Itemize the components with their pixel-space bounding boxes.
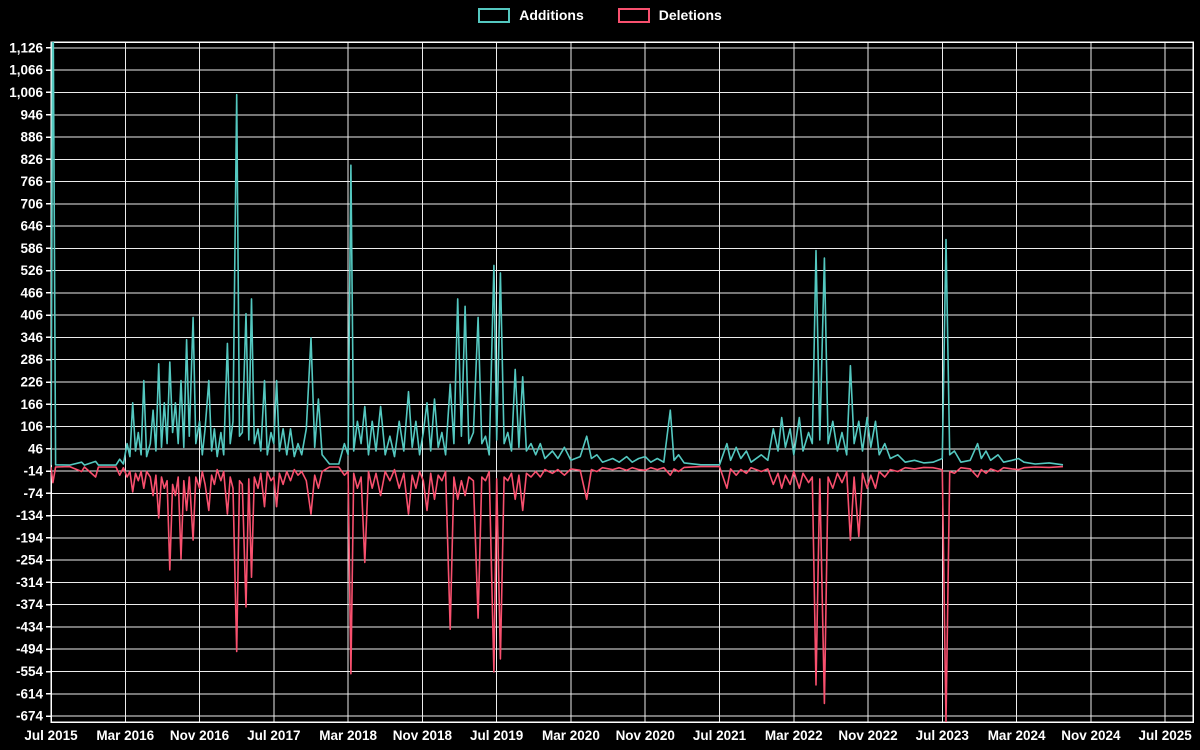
svg-text:Mar 2016: Mar 2016: [96, 728, 154, 743]
legend-label-deletions: Deletions: [658, 7, 722, 23]
svg-text:1,006: 1,006: [9, 85, 43, 100]
svg-text:106: 106: [20, 419, 43, 434]
svg-text:346: 346: [20, 330, 43, 345]
svg-text:Jul 2017: Jul 2017: [247, 728, 300, 743]
svg-text:-434: -434: [16, 619, 44, 634]
svg-text:-494: -494: [16, 642, 44, 657]
svg-text:Nov 2018: Nov 2018: [393, 728, 453, 743]
svg-text:-14: -14: [23, 464, 43, 479]
svg-text:646: 646: [20, 219, 43, 234]
svg-text:Nov 2020: Nov 2020: [616, 728, 675, 743]
svg-text:1,066: 1,066: [9, 63, 43, 78]
svg-text:886: 886: [20, 130, 43, 145]
svg-text:406: 406: [20, 308, 43, 323]
svg-text:Nov 2016: Nov 2016: [170, 728, 230, 743]
legend-item-deletions[interactable]: Deletions: [617, 7, 722, 23]
svg-text:-74: -74: [23, 486, 43, 501]
legend-item-additions[interactable]: Additions: [478, 7, 584, 23]
svg-text:1,126: 1,126: [9, 40, 43, 55]
svg-text:826: 826: [20, 152, 43, 167]
svg-text:-554: -554: [16, 664, 44, 679]
svg-text:-314: -314: [16, 575, 44, 590]
svg-text:226: 226: [20, 375, 43, 390]
svg-text:Jul 2019: Jul 2019: [470, 728, 523, 743]
svg-text:Mar 2018: Mar 2018: [319, 728, 377, 743]
svg-text:-614: -614: [16, 686, 44, 701]
svg-text:Jul 2023: Jul 2023: [916, 728, 970, 743]
svg-text:-374: -374: [16, 597, 44, 612]
svg-text:Nov 2022: Nov 2022: [838, 728, 897, 743]
svg-text:Mar 2022: Mar 2022: [765, 728, 823, 743]
svg-text:466: 466: [20, 285, 43, 300]
svg-text:-674: -674: [16, 709, 44, 724]
svg-text:Jul 2021: Jul 2021: [693, 728, 747, 743]
svg-text:Nov 2024: Nov 2024: [1061, 728, 1121, 743]
svg-text:766: 766: [20, 174, 43, 189]
deletions-swatch-icon: [617, 7, 650, 23]
svg-text:166: 166: [20, 397, 43, 412]
svg-text:946: 946: [20, 107, 43, 122]
svg-text:526: 526: [20, 263, 43, 278]
svg-text:-194: -194: [16, 530, 44, 545]
additions-swatch-icon: [478, 7, 511, 23]
svg-text:46: 46: [28, 441, 44, 456]
svg-text:Jul 2025: Jul 2025: [1138, 728, 1192, 743]
svg-text:-134: -134: [16, 508, 44, 523]
svg-text:Mar 2020: Mar 2020: [542, 728, 600, 743]
legend-label-additions: Additions: [519, 7, 584, 23]
svg-text:286: 286: [20, 352, 43, 367]
svg-text:Mar 2024: Mar 2024: [988, 728, 1046, 743]
svg-text:706: 706: [20, 196, 43, 211]
svg-text:586: 586: [20, 241, 43, 256]
svg-text:-254: -254: [16, 553, 44, 568]
chart-legend: Additions Deletions: [0, 7, 1200, 23]
svg-text:Jul 2015: Jul 2015: [24, 728, 78, 743]
